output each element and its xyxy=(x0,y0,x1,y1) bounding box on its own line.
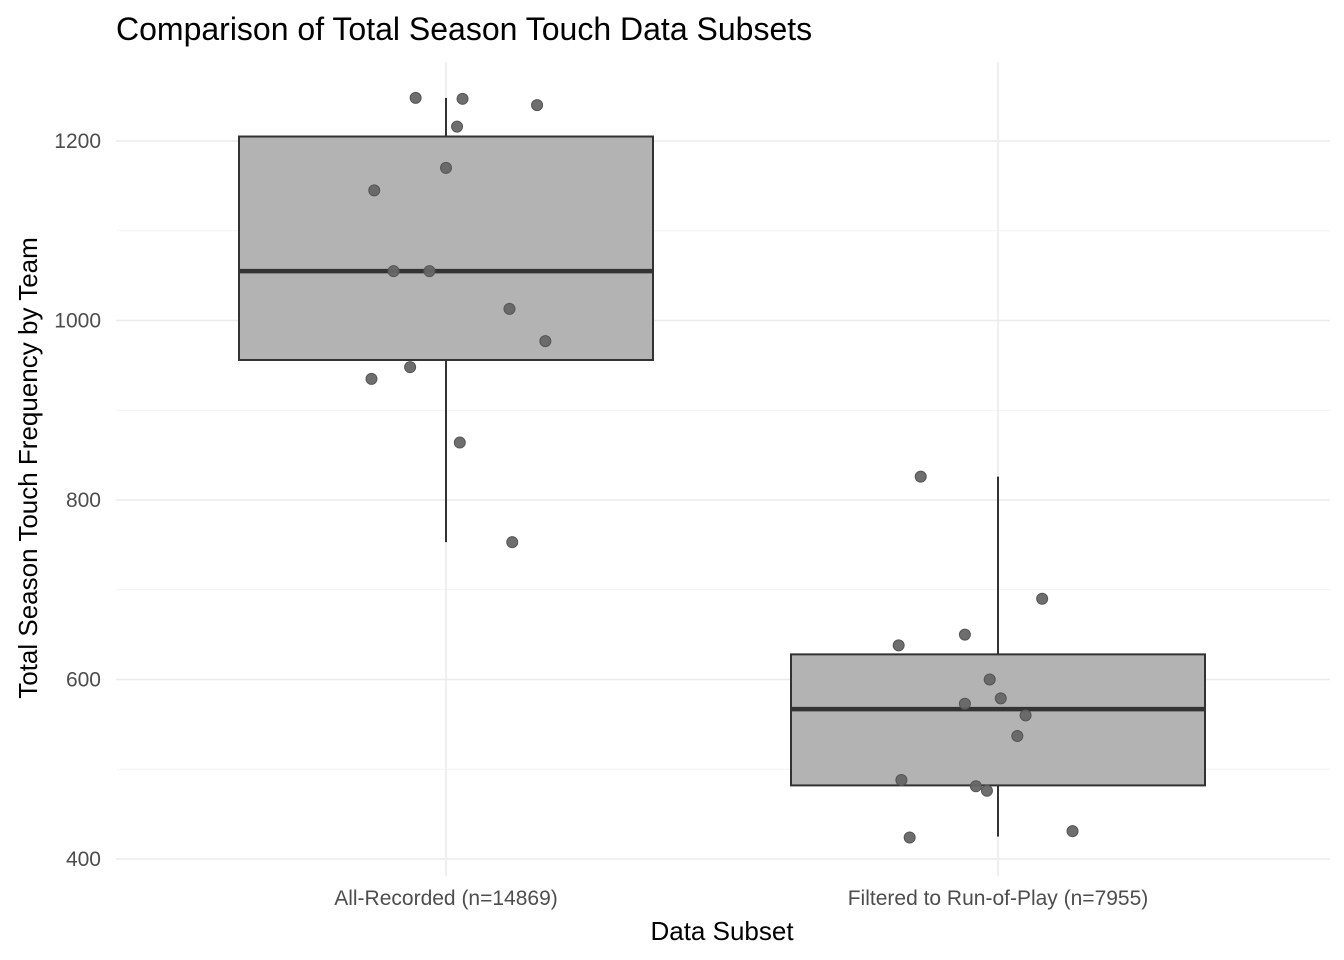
y-tick-label: 800 xyxy=(66,489,101,512)
box-group xyxy=(238,91,654,549)
chart-title: Comparison of Total Season Touch Data Su… xyxy=(116,11,812,47)
data-point xyxy=(453,436,466,449)
x-axis-ticks: All-Recorded (n=14869) Filtered to Run-of… xyxy=(334,887,1148,910)
data-point xyxy=(969,780,982,793)
data-point xyxy=(1011,730,1024,743)
data-point xyxy=(1036,592,1049,605)
data-point xyxy=(1066,825,1079,838)
box-iqr xyxy=(790,653,1206,787)
data-point xyxy=(456,92,469,105)
grid-lines xyxy=(116,62,1330,876)
x-tick-label: All-Recorded (n=14869) xyxy=(334,887,558,910)
data-point xyxy=(1019,709,1032,722)
data-point xyxy=(531,99,544,112)
data-point xyxy=(983,673,996,686)
data-point xyxy=(387,265,400,278)
data-point xyxy=(958,697,971,710)
y-tick-label: 1200 xyxy=(54,130,101,153)
data-point xyxy=(409,91,422,104)
data-point xyxy=(892,639,905,652)
y-tick-label: 400 xyxy=(66,848,101,871)
data-point xyxy=(994,692,1007,705)
data-point xyxy=(423,265,436,278)
y-tick-label: 600 xyxy=(66,669,101,692)
y-tick-label: 1000 xyxy=(54,310,101,333)
y-axis-title: Total Season Touch Frequency by Team xyxy=(13,237,43,699)
data-point xyxy=(440,161,452,174)
data-point xyxy=(365,372,378,385)
data-point xyxy=(958,628,971,641)
box-plot-marks xyxy=(238,91,1206,844)
data-point xyxy=(539,335,552,348)
data-point xyxy=(368,184,381,197)
data-point xyxy=(451,120,464,133)
x-tick-label: Filtered to Run-of-Play (n=7955) xyxy=(848,887,1149,910)
data-point xyxy=(914,470,927,483)
data-point xyxy=(895,774,908,787)
data-point xyxy=(404,361,417,374)
box-group xyxy=(790,470,1206,844)
y-axis-ticks: 400 600 800 1000 1200 xyxy=(54,130,101,871)
data-point xyxy=(903,831,916,844)
data-point xyxy=(980,784,993,797)
data-point xyxy=(503,302,516,315)
x-axis-title: Data Subset xyxy=(650,916,794,946)
data-point xyxy=(506,536,519,549)
